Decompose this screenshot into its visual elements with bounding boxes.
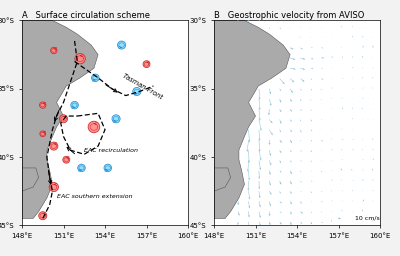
Circle shape xyxy=(143,61,150,68)
Text: Tasman Front: Tasman Front xyxy=(122,73,164,101)
Circle shape xyxy=(118,41,126,49)
Circle shape xyxy=(71,101,78,109)
Circle shape xyxy=(92,74,99,82)
Circle shape xyxy=(39,212,47,220)
Circle shape xyxy=(60,115,68,123)
Polygon shape xyxy=(214,20,290,218)
Text: EAC recirculation: EAC recirculation xyxy=(84,147,138,153)
Text: B   Geostrophic velocity from AVISO: B Geostrophic velocity from AVISO xyxy=(214,11,364,20)
Text: 10 cm/s: 10 cm/s xyxy=(355,216,380,221)
Circle shape xyxy=(51,47,57,54)
Polygon shape xyxy=(214,168,230,191)
Circle shape xyxy=(40,131,46,137)
Text: EAC southern extension: EAC southern extension xyxy=(56,194,132,199)
Circle shape xyxy=(133,88,141,95)
Circle shape xyxy=(112,115,120,123)
Polygon shape xyxy=(22,168,38,191)
Circle shape xyxy=(78,164,85,172)
Circle shape xyxy=(75,54,85,64)
Circle shape xyxy=(50,142,58,150)
Circle shape xyxy=(88,121,100,133)
Circle shape xyxy=(63,156,70,163)
Polygon shape xyxy=(22,20,98,218)
Circle shape xyxy=(49,183,58,192)
Text: A   Surface circulation scheme: A Surface circulation scheme xyxy=(22,11,150,20)
Circle shape xyxy=(104,164,112,172)
Circle shape xyxy=(40,102,46,108)
